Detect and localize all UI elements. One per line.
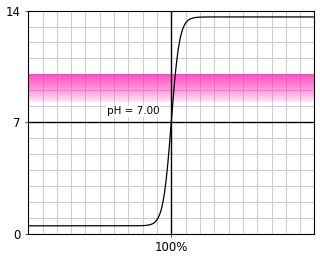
Text: pH = 7.00: pH = 7.00	[107, 106, 160, 116]
